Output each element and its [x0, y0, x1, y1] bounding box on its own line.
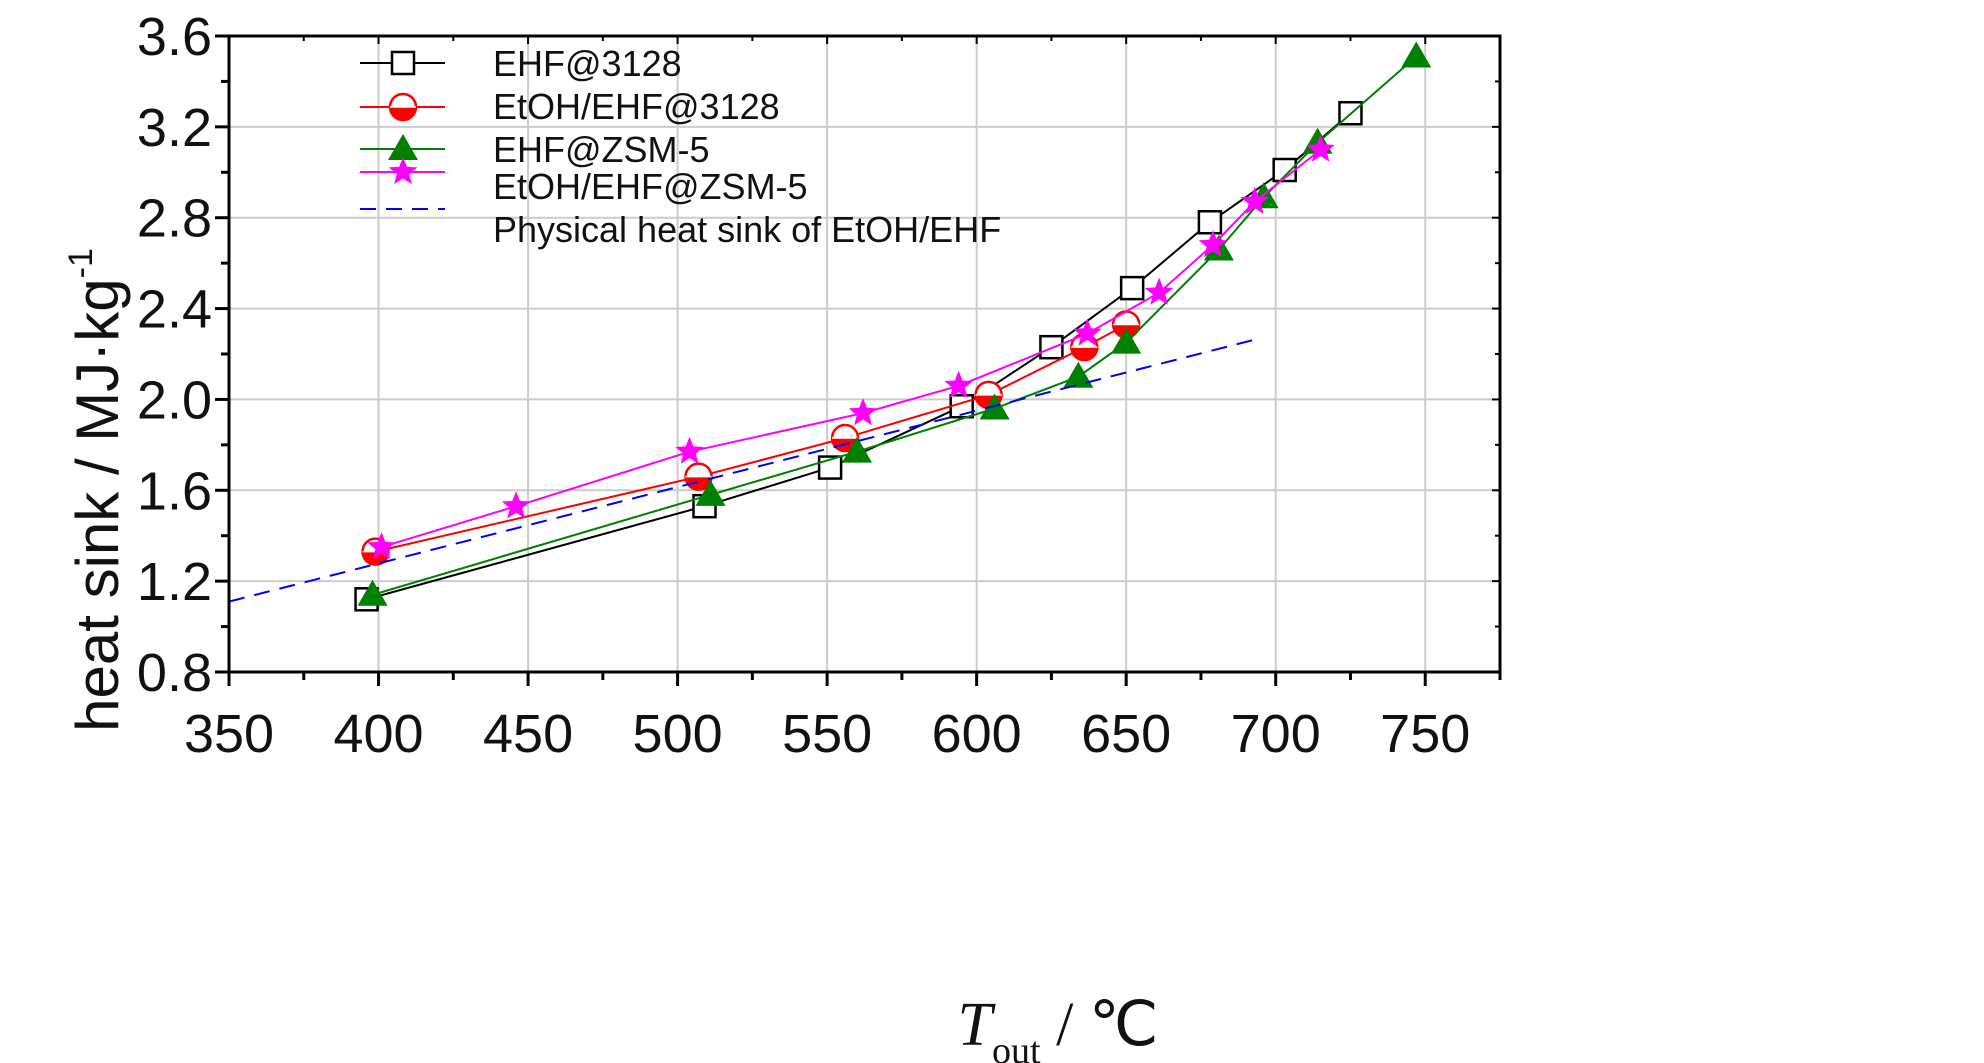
legend-label: EHF@ZSM-5 — [493, 129, 710, 170]
data-point — [1197, 210, 1223, 235]
data-point — [1119, 275, 1145, 301]
data-point — [1073, 318, 1102, 346]
data-point — [388, 157, 418, 185]
y-tick-label: 2.0 — [137, 370, 212, 430]
data-point — [1401, 41, 1432, 68]
data-point — [1240, 186, 1270, 214]
data-point — [1063, 361, 1094, 388]
y-axis-label-main: heat sink / MJ·kg — [64, 278, 131, 732]
data-point — [944, 370, 973, 398]
y-tick-label: 0.8 — [137, 643, 212, 703]
x-tick-label: 750 — [1380, 704, 1470, 764]
series-layer — [228, 41, 1432, 612]
data-point — [695, 479, 726, 506]
x-tick-label: 500 — [633, 704, 723, 764]
data-point — [501, 491, 531, 519]
y-tick-label: 1.6 — [137, 461, 212, 521]
data-point — [367, 532, 396, 560]
data-point — [848, 398, 878, 426]
x-tick-label: 400 — [333, 704, 423, 764]
y-tick-label: 2.8 — [137, 189, 212, 249]
x-axis-label-symbol: T — [958, 991, 997, 1059]
x-axis-label: Tout / ℃ — [958, 991, 1159, 1063]
y-axis-label: heat sink / MJ·kg-1 — [62, 248, 131, 732]
data-point — [1198, 229, 1228, 258]
x-tick-label: 600 — [932, 704, 1022, 764]
legend-label: Physical heat sink of EtOH/EHF — [493, 209, 1001, 250]
x-axis-label-subscript: out — [992, 1030, 1041, 1063]
x-axis-label-unit: / ℃ — [1041, 991, 1159, 1059]
series-line — [372, 55, 1417, 596]
data-point-fill — [362, 551, 389, 565]
x-tick-label: 550 — [782, 704, 872, 764]
x-tick-label: 700 — [1231, 704, 1321, 764]
series-line — [381, 148, 1322, 549]
data-point — [388, 92, 418, 122]
data-point — [842, 436, 873, 463]
data-point — [675, 436, 704, 464]
data-point — [1306, 134, 1335, 162]
y-tick-label: 1.2 — [137, 552, 212, 612]
x-tick-label: 650 — [1081, 704, 1171, 764]
y-tick-labels: 0.8 1.2 1.6 2.0 2.4 2.8 3.2 3.6 — [137, 7, 212, 703]
legend-label: EtOH/EHF@3128 — [493, 86, 780, 127]
data-point-fill — [390, 107, 416, 120]
y-axis-label-superscript: -1 — [62, 248, 100, 278]
axis-ticks — [215, 34, 1502, 686]
series-group — [228, 337, 1262, 603]
data-point — [1111, 327, 1142, 354]
data-point — [357, 579, 388, 606]
series-line — [228, 337, 1262, 603]
x-tick-label: 350 — [184, 704, 274, 764]
legend-label: EtOH/EHF@ZSM-5 — [493, 166, 808, 207]
x-tick-labels: 350 400 450 500 550 600 650 700 750 — [184, 704, 1470, 764]
x-tick-label: 450 — [483, 704, 573, 764]
y-tick-label: 3.6 — [137, 7, 212, 67]
data-point — [388, 134, 418, 160]
data-point-fill — [685, 476, 712, 490]
series-group — [367, 134, 1335, 560]
legend-label: EHF@3128 — [493, 43, 682, 84]
y-tick-label: 3.2 — [137, 98, 212, 158]
legend: EHF@3128EtOH/EHF@3128EHF@ZSM-5EtOH/EHF@Z… — [360, 43, 1001, 250]
data-point-fill — [1071, 347, 1098, 361]
data-point — [1144, 277, 1174, 305]
y-tick-label: 2.4 — [137, 280, 212, 340]
data-point — [390, 50, 416, 76]
